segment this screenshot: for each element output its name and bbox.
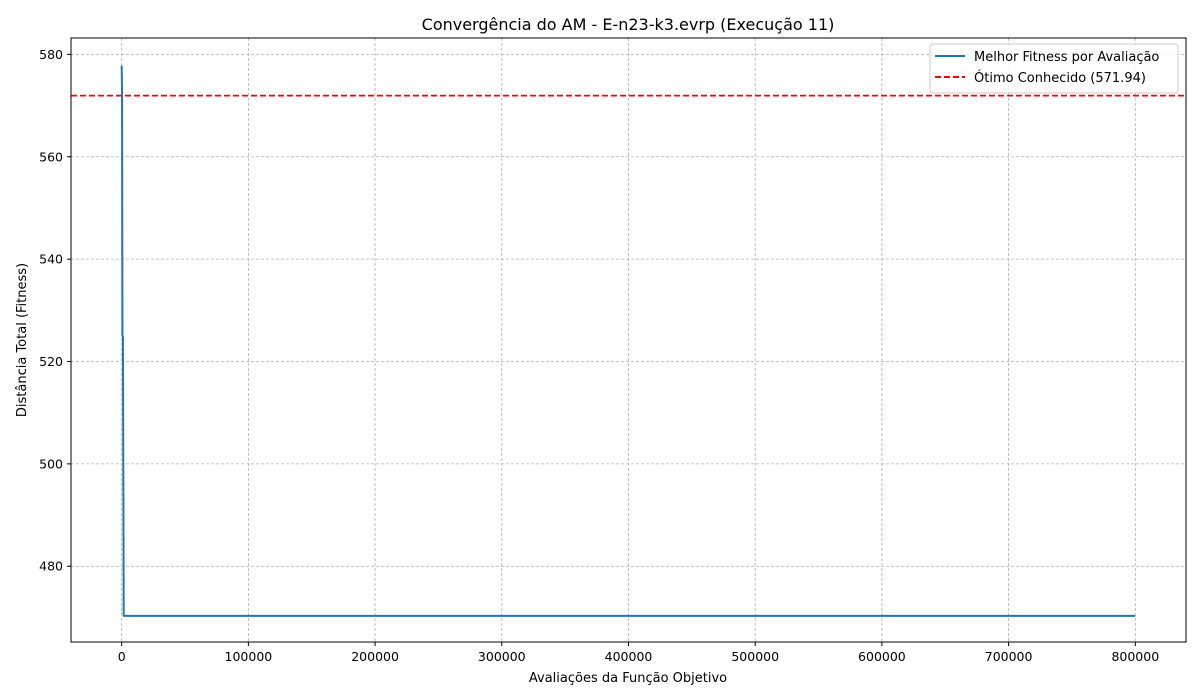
- grid: [71, 38, 1186, 642]
- x-tick-label: 500000: [731, 649, 779, 664]
- x-tick-label: 0: [118, 649, 126, 664]
- x-tick-label: 300000: [478, 649, 526, 664]
- legend-label-known-optimum: Ótimo Conhecido (571.94): [974, 70, 1146, 86]
- y-tick-label: 500: [39, 456, 63, 471]
- x-tick-label: 700000: [985, 649, 1033, 664]
- y-axis-label: Distância Total (Fitness): [15, 263, 30, 417]
- best-fitness-line: [120, 65, 1136, 617]
- y-axis-ticks: 480 500 520 540 560 580: [39, 47, 71, 574]
- legend-box: [929, 43, 1179, 94]
- plot-data: [71, 65, 1186, 617]
- x-axis-label: Avaliações da Função Objetivo: [529, 671, 727, 686]
- x-tick-label: 100000: [225, 649, 273, 664]
- x-tick-label: 800000: [1111, 649, 1159, 664]
- x-axis-ticks: 0 100000 200000 300000 400000 500000 600000 700…: [118, 642, 1159, 664]
- x-tick-label: 200000: [351, 649, 399, 664]
- y-tick-label: 580: [39, 47, 63, 62]
- x-tick-label: 600000: [858, 649, 906, 664]
- chart-title: Convergência do AM - E-n23-k3.evrp (Exec…: [422, 15, 835, 34]
- y-tick-label: 520: [39, 354, 63, 369]
- legend-label-best-fitness: Melhor Fitness por Avaliação: [974, 50, 1159, 65]
- y-tick-label: 560: [39, 149, 63, 164]
- legend: Melhor Fitness por Avaliação Ótimo Conhe…: [929, 43, 1179, 94]
- y-tick-label: 540: [39, 252, 63, 267]
- x-tick-label: 400000: [605, 649, 653, 664]
- y-tick-label: 480: [39, 559, 63, 574]
